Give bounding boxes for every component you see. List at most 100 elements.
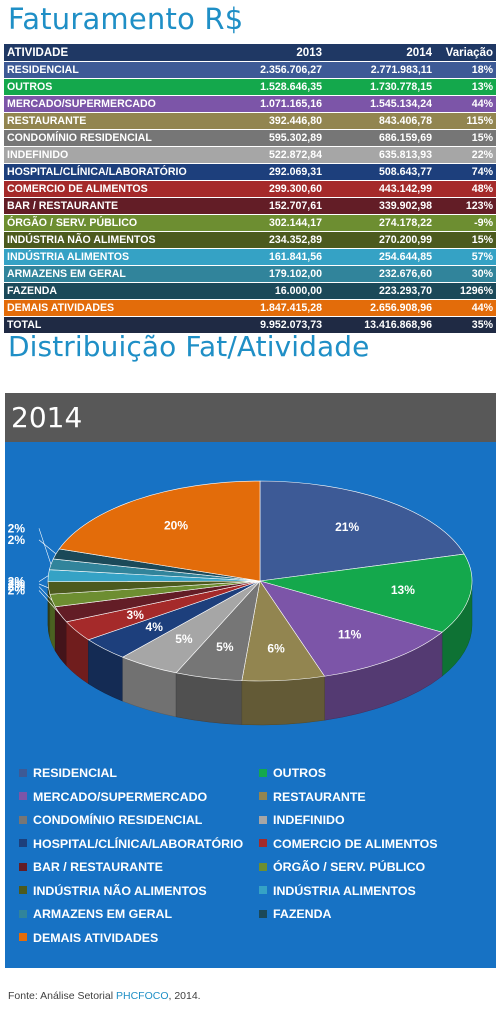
legend-label: RESIDENCIAL [33, 766, 117, 780]
legend-label: CONDOMÍNIO RESIDENCIAL [33, 813, 203, 827]
value-2014-cell: 635.813,93 [325, 146, 435, 164]
activity-cell: ARMAZENS EM GERAL [4, 265, 209, 283]
table-row: FAZENDA 16.000,00 223.293,70 1296% [4, 282, 496, 300]
chart-panel: 2014 21% 13% 11% 6% 5% 5% 4% 3% 2% 2% 2% 2% 2% 2% 20% … [5, 393, 496, 968]
variation-cell: 115% [435, 112, 496, 130]
value-2013-cell: 522.872,84 [209, 146, 325, 164]
activity-cell: DEMAIS ATIVIDADES [4, 299, 209, 317]
total-2013: 9.952.073,73 [209, 316, 325, 334]
activity-cell: FAZENDA [4, 282, 209, 300]
variation-cell: 48% [435, 180, 496, 198]
table-row: INDÚSTRIA NÃO ALIMENTOS 234.352,89 270.200… [4, 231, 496, 249]
legend-label: DEMAIS ATIVIDADES [33, 930, 159, 945]
legend-item: OUTROS [259, 766, 326, 780]
legend-swatch [19, 862, 27, 871]
source-note: Fonte: Análise Setorial PHCFOCO, 2014. [8, 990, 201, 1002]
variation-cell: 15% [435, 231, 496, 249]
legend-item: COMERCIO DE ALIMENTOS [259, 837, 438, 851]
value-2013-cell: 392.446,80 [209, 112, 325, 130]
legend-swatch [19, 768, 27, 777]
legend-label: COMERCIO DE ALIMENTOS [273, 836, 438, 851]
value-2014-cell: 686.159,69 [325, 129, 435, 147]
legend-item: INDÚSTRIA NÃO ALIMENTOS [19, 884, 207, 898]
value-2014-cell: 1.545.134,24 [325, 95, 435, 113]
pie-slice [58, 480, 261, 582]
pie-leader-line [38, 528, 52, 565]
legend-swatch [19, 815, 27, 824]
variation-cell: 44% [435, 95, 496, 113]
variation-cell: -9% [435, 214, 496, 232]
activity-cell: CONDOMÍNIO RESIDENCIAL [4, 129, 209, 147]
pie-leader-line [38, 586, 53, 601]
legend-swatch [19, 886, 27, 895]
variation-cell: 1296% [435, 282, 496, 300]
value-2013-cell: 595.302,89 [209, 129, 325, 147]
legend-item: RESIDENCIAL [19, 766, 117, 780]
value-2014-cell: 1.730.778,15 [325, 78, 435, 96]
pie-leader-line [38, 590, 61, 615]
legend-label: INDEFINIDO [273, 813, 345, 827]
table-row: COMERCIO DE ALIMENTOS 299.300,60 443.142,9… [4, 180, 496, 198]
pie-leader-line [38, 583, 49, 589]
table-total-row: TOTAL 9.952.073,73 13.416.868,96 35% [4, 316, 496, 334]
pie-data-label: 11% [338, 627, 362, 641]
pie-slice [259, 480, 465, 582]
value-2014-cell: 223.293,70 [325, 282, 435, 300]
value-2013-cell: 152.707,61 [209, 197, 325, 215]
legend-label: HOSPITAL/CLÍNICA/LABORATÓRIO [33, 836, 244, 851]
activity-cell: OUTROS [4, 78, 209, 96]
legend-label: OUTROS [273, 766, 327, 780]
pie-data-label: 20% [164, 519, 188, 533]
chart-heading: Distribuição Fat/Atividade [8, 330, 370, 363]
value-2013-cell: 2.356.706,27 [209, 61, 325, 79]
variation-cell: 15% [435, 129, 496, 147]
total-label: TOTAL [4, 316, 209, 334]
legend-label: INDÚSTRIA ALIMENTOS [273, 883, 416, 898]
legend-item: ARMAZENS EM GERAL [19, 907, 172, 921]
total-variation: 35% [435, 316, 496, 334]
table-row: ÓRGÃO / SERV. PÚBLICO 302.144,17 274.178,2… [4, 214, 496, 232]
source-brand: PHCFOCO [115, 990, 169, 1002]
pie-data-label: 4% [146, 620, 164, 634]
value-2014-cell: 443.142,99 [325, 180, 435, 198]
table-row: RESTAURANTE 392.446,80 843.406,78 115% [4, 112, 496, 130]
variation-cell: 30% [435, 265, 496, 283]
legend-item: DEMAIS ATIVIDADES [19, 931, 158, 945]
value-2014-cell: 270.200,99 [325, 231, 435, 249]
table-row: RESIDENCIAL 2.356.706,27 2.771.983,11 18% [4, 61, 496, 79]
activity-cell: HOSPITAL/CLÍNICA/LABORATÓRIO [4, 163, 209, 181]
table-row: DEMAIS ATIVIDADES 1.847.415,28 2.656.908,9… [4, 299, 496, 317]
legend-swatch [19, 933, 27, 942]
legend-swatch [259, 768, 267, 777]
legend-item: MERCADO/SUPERMERCADO [19, 790, 207, 804]
value-2013-cell: 234.352,89 [209, 231, 325, 249]
value-2013-cell: 16.000,00 [209, 282, 325, 300]
pie-slice [259, 553, 473, 633]
legend-label: ÓRGÃO / SERV. PÚBLICO [273, 860, 426, 874]
pie-data-label: 2% [8, 580, 26, 594]
header-activity: ATIVIDADE [4, 44, 209, 62]
activity-cell: BAR / RESTAURANTE [4, 197, 209, 215]
activity-cell: ÓRGÃO / SERV. PÚBLICO [4, 214, 209, 232]
header-variation: Variação [435, 44, 496, 62]
legend-label: INDÚSTRIA NÃO ALIMENTOS [33, 883, 207, 898]
pie-data-label: 13% [391, 583, 415, 597]
header-2014: 2014 [325, 44, 435, 62]
page-title: Faturamento R$ [8, 2, 244, 36]
value-2013-cell: 1.071.165,16 [209, 95, 325, 113]
legend-label: BAR / RESTAURANTE [33, 860, 163, 874]
source-suffix: , 2014. [168, 990, 201, 1002]
legend-label: MERCADO/SUPERMERCADO [33, 789, 208, 804]
table-row: CONDOMÍNIO RESIDENCIAL 595.302,89 686.159,… [4, 129, 496, 147]
legend-item: HOSPITAL/CLÍNICA/LABORATÓRIO [19, 837, 243, 851]
pie-slice [259, 580, 443, 677]
value-2013-cell: 302.144,17 [209, 214, 325, 232]
legend-swatch [259, 909, 267, 918]
legend-label: FAZENDA [273, 907, 332, 921]
activity-cell: RESIDENCIAL [4, 61, 209, 79]
activity-cell: INDÚSTRIA ALIMENTOS [4, 248, 209, 266]
table-row: INDEFINIDO 522.872,84 635.813,93 22% [4, 146, 496, 164]
pie-data-label: 2% [8, 577, 26, 591]
value-2014-cell: 508.643,77 [325, 163, 435, 181]
value-2013-cell: 179.102,00 [209, 265, 325, 283]
